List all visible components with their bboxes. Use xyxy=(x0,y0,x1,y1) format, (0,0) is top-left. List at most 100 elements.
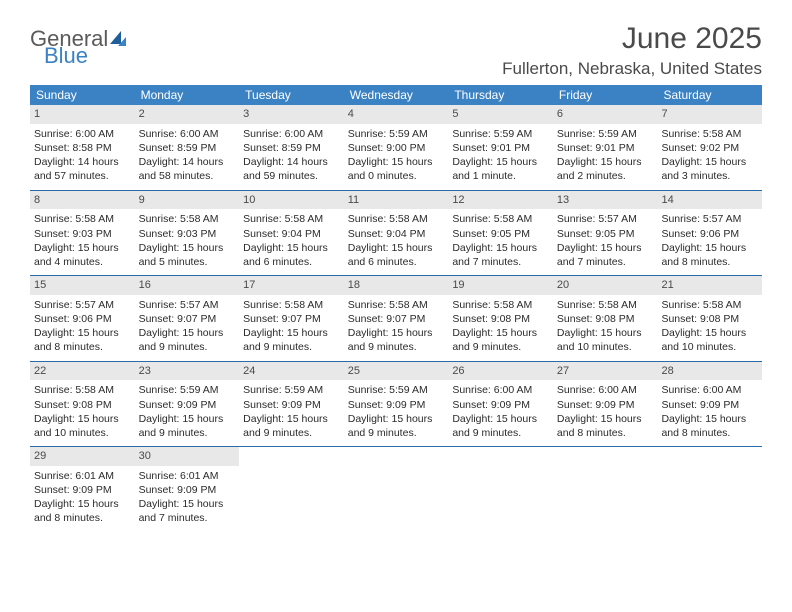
day-number: 15 xyxy=(30,276,135,295)
sunrise-line: Sunrise: 5:59 AM xyxy=(243,383,340,397)
day-cell: 15Sunrise: 5:57 AMSunset: 9:06 PMDayligh… xyxy=(30,276,135,361)
sunset-line: Sunset: 9:06 PM xyxy=(34,312,131,326)
day-number: 13 xyxy=(553,191,658,210)
day-number: 14 xyxy=(657,191,762,210)
day-cell: 7Sunrise: 5:58 AMSunset: 9:02 PMDaylight… xyxy=(657,105,762,190)
day-cell: 3Sunrise: 6:00 AMSunset: 8:59 PMDaylight… xyxy=(239,105,344,190)
week-row: 8Sunrise: 5:58 AMSunset: 9:03 PMDaylight… xyxy=(30,190,762,276)
day-number: 30 xyxy=(135,447,240,466)
day-number: 18 xyxy=(344,276,449,295)
daylight-line: Daylight: 15 hours and 9 minutes. xyxy=(243,326,340,354)
day-cell: 17Sunrise: 5:58 AMSunset: 9:07 PMDayligh… xyxy=(239,276,344,361)
day-cell: 4Sunrise: 5:59 AMSunset: 9:00 PMDaylight… xyxy=(344,105,449,190)
day-number: 8 xyxy=(30,191,135,210)
day-number: 19 xyxy=(448,276,553,295)
day-cell: 1Sunrise: 6:00 AMSunset: 8:58 PMDaylight… xyxy=(30,105,135,190)
day-number: 11 xyxy=(344,191,449,210)
logo-text-wrap: General Blue xyxy=(30,28,126,67)
day-number: 6 xyxy=(553,105,658,124)
daylight-line: Daylight: 15 hours and 5 minutes. xyxy=(139,241,236,269)
day-number xyxy=(553,447,658,466)
sunrise-line: Sunrise: 5:58 AM xyxy=(243,212,340,226)
day-number: 2 xyxy=(135,105,240,124)
sunrise-line: Sunrise: 6:01 AM xyxy=(139,469,236,483)
sunrise-line: Sunrise: 5:58 AM xyxy=(34,383,131,397)
day-cell: 2Sunrise: 6:00 AMSunset: 8:59 PMDaylight… xyxy=(135,105,240,190)
sunset-line: Sunset: 9:09 PM xyxy=(348,398,445,412)
day-number: 10 xyxy=(239,191,344,210)
sunset-line: Sunset: 9:05 PM xyxy=(452,227,549,241)
daylight-line: Daylight: 14 hours and 59 minutes. xyxy=(243,155,340,183)
day-number xyxy=(657,447,762,466)
sunrise-line: Sunrise: 5:59 AM xyxy=(348,127,445,141)
day-cell xyxy=(448,447,553,532)
day-number: 25 xyxy=(344,362,449,381)
daylight-line: Daylight: 15 hours and 7 minutes. xyxy=(452,241,549,269)
sunrise-line: Sunrise: 6:00 AM xyxy=(34,127,131,141)
day-number: 5 xyxy=(448,105,553,124)
day-cell: 27Sunrise: 6:00 AMSunset: 9:09 PMDayligh… xyxy=(553,362,658,447)
day-number: 24 xyxy=(239,362,344,381)
day-cell: 5Sunrise: 5:59 AMSunset: 9:01 PMDaylight… xyxy=(448,105,553,190)
sunset-line: Sunset: 9:07 PM xyxy=(348,312,445,326)
sunset-line: Sunset: 9:09 PM xyxy=(452,398,549,412)
daylight-line: Daylight: 15 hours and 3 minutes. xyxy=(661,155,758,183)
daylight-line: Daylight: 14 hours and 57 minutes. xyxy=(34,155,131,183)
day-cell: 26Sunrise: 6:00 AMSunset: 9:09 PMDayligh… xyxy=(448,362,553,447)
daylight-line: Daylight: 14 hours and 58 minutes. xyxy=(139,155,236,183)
sunrise-line: Sunrise: 6:00 AM xyxy=(557,383,654,397)
week-row: 1Sunrise: 6:00 AMSunset: 8:58 PMDaylight… xyxy=(30,105,762,190)
daylight-line: Daylight: 15 hours and 9 minutes. xyxy=(452,326,549,354)
sunset-line: Sunset: 9:03 PM xyxy=(34,227,131,241)
calendar-page: General Blue June 2025 Fullerton, Nebras… xyxy=(0,0,792,532)
day-header-monday: Monday xyxy=(135,85,240,105)
logo: General Blue xyxy=(30,28,126,67)
day-header-saturday: Saturday xyxy=(657,85,762,105)
sunset-line: Sunset: 9:07 PM xyxy=(243,312,340,326)
day-cell: 16Sunrise: 5:57 AMSunset: 9:07 PMDayligh… xyxy=(135,276,240,361)
daylight-line: Daylight: 15 hours and 9 minutes. xyxy=(348,412,445,440)
sunrise-line: Sunrise: 5:57 AM xyxy=(139,298,236,312)
sunset-line: Sunset: 9:08 PM xyxy=(557,312,654,326)
sunrise-line: Sunrise: 6:00 AM xyxy=(452,383,549,397)
day-number: 23 xyxy=(135,362,240,381)
sunrise-line: Sunrise: 5:59 AM xyxy=(557,127,654,141)
daylight-line: Daylight: 15 hours and 8 minutes. xyxy=(34,497,131,525)
day-cell xyxy=(344,447,449,532)
day-cell: 24Sunrise: 5:59 AMSunset: 9:09 PMDayligh… xyxy=(239,362,344,447)
daylight-line: Daylight: 15 hours and 9 minutes. xyxy=(348,326,445,354)
day-number: 20 xyxy=(553,276,658,295)
day-number: 1 xyxy=(30,105,135,124)
sunrise-line: Sunrise: 5:58 AM xyxy=(452,298,549,312)
day-number xyxy=(448,447,553,466)
day-cell: 13Sunrise: 5:57 AMSunset: 9:05 PMDayligh… xyxy=(553,191,658,276)
sunset-line: Sunset: 9:08 PM xyxy=(661,312,758,326)
daylight-line: Daylight: 15 hours and 8 minutes. xyxy=(661,412,758,440)
daylight-line: Daylight: 15 hours and 9 minutes. xyxy=(139,326,236,354)
week-row: 29Sunrise: 6:01 AMSunset: 9:09 PMDayligh… xyxy=(30,446,762,532)
daylight-line: Daylight: 15 hours and 0 minutes. xyxy=(348,155,445,183)
day-cell: 9Sunrise: 5:58 AMSunset: 9:03 PMDaylight… xyxy=(135,191,240,276)
sunrise-line: Sunrise: 5:58 AM xyxy=(661,298,758,312)
daylight-line: Daylight: 15 hours and 8 minutes. xyxy=(34,326,131,354)
sunset-line: Sunset: 9:02 PM xyxy=(661,141,758,155)
day-number: 29 xyxy=(30,447,135,466)
day-header-sunday: Sunday xyxy=(30,85,135,105)
daylight-line: Daylight: 15 hours and 10 minutes. xyxy=(661,326,758,354)
daylight-line: Daylight: 15 hours and 8 minutes. xyxy=(661,241,758,269)
day-header-wednesday: Wednesday xyxy=(344,85,449,105)
day-number: 21 xyxy=(657,276,762,295)
sunset-line: Sunset: 9:01 PM xyxy=(557,141,654,155)
day-header-row: SundayMondayTuesdayWednesdayThursdayFrid… xyxy=(30,85,762,105)
sunset-line: Sunset: 9:09 PM xyxy=(243,398,340,412)
title-block: June 2025 Fullerton, Nebraska, United St… xyxy=(502,22,762,79)
daylight-line: Daylight: 15 hours and 2 minutes. xyxy=(557,155,654,183)
day-number: 22 xyxy=(30,362,135,381)
sunrise-line: Sunrise: 5:58 AM xyxy=(34,212,131,226)
day-cell xyxy=(239,447,344,532)
day-number: 12 xyxy=(448,191,553,210)
day-cell: 18Sunrise: 5:58 AMSunset: 9:07 PMDayligh… xyxy=(344,276,449,361)
day-cell: 14Sunrise: 5:57 AMSunset: 9:06 PMDayligh… xyxy=(657,191,762,276)
logo-triangle2-icon xyxy=(118,37,126,46)
day-cell xyxy=(657,447,762,532)
